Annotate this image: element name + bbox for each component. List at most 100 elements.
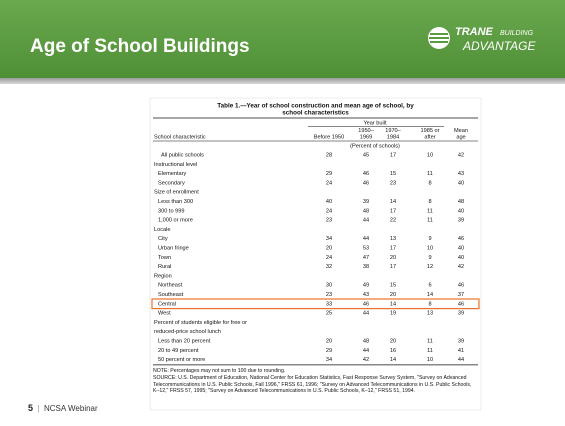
logo-tag: BUILDING [500, 30, 534, 37]
cell: 38 [363, 264, 369, 270]
cell: 8 [428, 199, 431, 205]
cell: 24 [326, 255, 332, 261]
cell: 17 [390, 245, 396, 251]
cell: 40 [326, 199, 332, 205]
cell: 40 [458, 255, 464, 261]
column-header: Mean [454, 128, 468, 134]
cell: 42 [458, 152, 464, 158]
row-label: Urban fringe [158, 245, 189, 251]
slide-title: Age of School Buildings [30, 36, 250, 57]
table-notes: NOTE: Percentages may not sum to 100 due… [153, 368, 479, 396]
logo-stripe [430, 41, 448, 43]
cell: 25 [326, 311, 332, 317]
column-header: after [424, 134, 435, 140]
unit-label: (Percent of schools) [350, 143, 400, 149]
table-title: Table 1.—Year of school construction and… [217, 103, 414, 110]
cell: 9 [428, 255, 431, 261]
cell: 29 [326, 171, 332, 177]
cell: 13 [427, 311, 433, 317]
logo-stripe [430, 33, 448, 35]
row-label: Less than 300 [158, 199, 193, 205]
cell: 46 [363, 171, 369, 177]
column-header: 1970– [385, 128, 401, 134]
cell: 22 [390, 218, 396, 224]
note: NOTE: Percentages may not sum to 100 due… [153, 367, 286, 374]
column-header: 1984 [387, 134, 399, 140]
column-header: 1985 or [421, 128, 440, 134]
logo: TRANE BUILDING ADVANTAGE [428, 26, 536, 53]
header-strip [0, 78, 565, 84]
row-label: Northeast [158, 283, 183, 289]
row-label: 20 to 49 percent [158, 348, 199, 354]
cell: 20 [326, 338, 332, 344]
row-label: Secondary [158, 180, 185, 186]
row-label: 1,000 or more [158, 218, 193, 224]
cell: 40 [458, 208, 464, 214]
column-header: Before 1950 [314, 134, 344, 140]
logo-brand: TRANE [455, 26, 494, 38]
cell: 37 [458, 292, 464, 298]
cell: 20 [390, 255, 396, 261]
cell: 48 [458, 199, 464, 205]
row-label: Southeast [158, 292, 184, 298]
page-number: 5 [28, 403, 34, 413]
cell: 44 [458, 357, 464, 363]
section-label: Locale [154, 227, 170, 233]
row-label: Less than 20 percent [158, 338, 211, 344]
cell: 6 [428, 283, 431, 289]
cell: 48 [363, 208, 369, 214]
cell: 11 [427, 218, 433, 224]
cell: 40 [458, 245, 464, 251]
group-header: Year built [363, 120, 387, 126]
cell: 23 [390, 180, 396, 186]
cell: 14 [390, 301, 396, 307]
cell: 19 [390, 311, 396, 317]
row-label: Town [158, 255, 171, 261]
column-header: 1950– [358, 128, 374, 134]
cell: 46 [458, 236, 464, 242]
cell: 20 [390, 338, 396, 344]
section-label: Instructional level [154, 162, 197, 168]
cell: 20 [390, 292, 396, 298]
cell: 28 [326, 152, 332, 158]
cell: 42 [363, 357, 369, 363]
column-header: age [456, 134, 465, 140]
cell: 15 [390, 283, 396, 289]
row-label: All public schools [161, 152, 204, 158]
cell: 8 [428, 180, 431, 186]
cell: 8 [428, 301, 431, 307]
cell: 45 [363, 152, 369, 158]
footer: 5 | NCSA Webinar [28, 403, 98, 413]
cell: 46 [363, 301, 369, 307]
cell: 13 [390, 236, 396, 242]
cell: 14 [427, 292, 433, 298]
cell: 9 [428, 236, 431, 242]
cell: 46 [458, 301, 464, 307]
cell: 47 [363, 255, 369, 261]
row-label: 50 percent or more [158, 357, 205, 363]
cell: 39 [458, 218, 464, 224]
cell: 11 [427, 171, 433, 177]
cell: 43 [363, 292, 369, 298]
cell: 44 [363, 348, 369, 354]
cell: 10 [427, 357, 433, 363]
cell: 12 [427, 264, 433, 270]
row-label: City [158, 236, 168, 242]
cell: 40 [458, 180, 464, 186]
table-frame [149, 97, 482, 411]
table-title: school characteristics [282, 110, 349, 117]
cell: 16 [390, 348, 396, 354]
row-highlight [151, 298, 480, 310]
section-label: reduced-price school lunch [154, 329, 221, 335]
cell: 17 [390, 208, 396, 214]
section-label: Size of enrollment [154, 190, 199, 196]
cell: 29 [326, 348, 332, 354]
cell: 39 [458, 338, 464, 344]
section-label: Region [154, 273, 172, 279]
row-label: Elementary [158, 171, 186, 177]
cell: 11 [427, 338, 433, 344]
cell: 11 [427, 208, 433, 214]
column-header: School characteristic [154, 134, 206, 140]
cell: 11 [427, 348, 433, 354]
